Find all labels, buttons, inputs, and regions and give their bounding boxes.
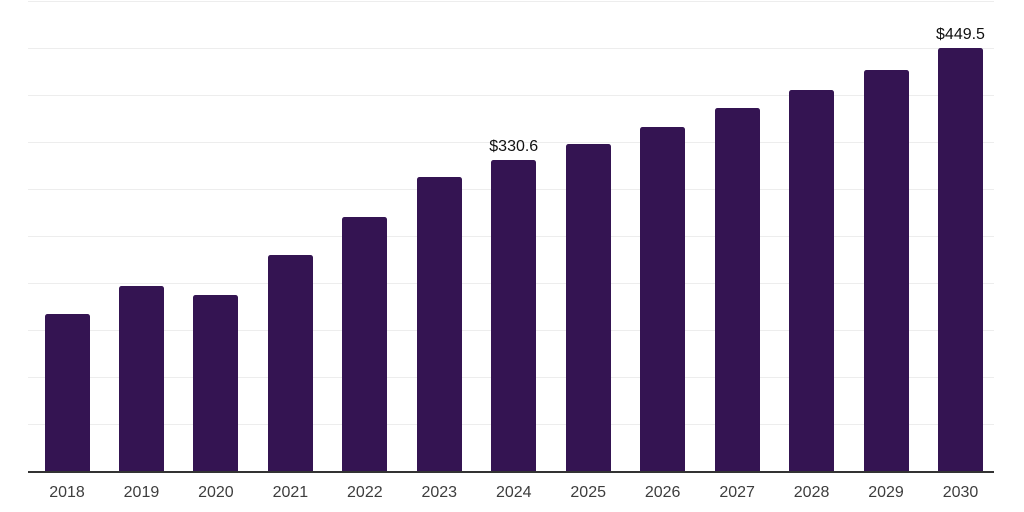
x-axis-label-2030: 2030 xyxy=(942,484,979,501)
value-label-2030: $449.5 xyxy=(936,26,985,44)
bar-2023 xyxy=(416,176,462,471)
gridline xyxy=(28,47,994,49)
plot-area: $330.6 $449.5 2018 2019 2020 2021 2022 2023 202… xyxy=(28,0,994,501)
x-axis-label-2026: 2026 xyxy=(644,484,681,501)
bar-2028 xyxy=(789,89,835,471)
bar-2024 xyxy=(491,160,537,471)
x-axis-label-2024: 2024 xyxy=(495,484,532,501)
bar-2027 xyxy=(714,107,760,471)
bar-2026 xyxy=(640,126,686,471)
value-label-2024: $330.6 xyxy=(489,138,539,156)
bar-2019 xyxy=(118,286,164,471)
bar-2025 xyxy=(565,143,611,471)
bar-2018 xyxy=(44,313,90,471)
x-axis-label-2018: 2018 xyxy=(49,484,85,501)
bar-2021 xyxy=(267,255,313,471)
bar-2020 xyxy=(193,295,239,471)
x-axis-label-2022: 2022 xyxy=(347,484,383,501)
gridline xyxy=(28,94,994,96)
gridline xyxy=(28,0,994,2)
x-axis-label-2021: 2021 xyxy=(272,484,309,501)
gridline xyxy=(28,141,994,143)
x-axis-label-2023: 2023 xyxy=(421,484,458,501)
x-axis-label-2027: 2027 xyxy=(719,484,755,501)
x-axis-label-2025: 2025 xyxy=(570,484,606,501)
x-axis-label-2029: 2029 xyxy=(868,484,904,501)
x-axis-label-2020: 2020 xyxy=(198,484,234,501)
bar-2029 xyxy=(863,69,909,471)
bar-2022 xyxy=(342,217,388,471)
bar-2030 xyxy=(937,48,983,471)
x-axis-label-2019: 2019 xyxy=(123,484,160,501)
x-axis-label-2028: 2028 xyxy=(793,484,830,501)
